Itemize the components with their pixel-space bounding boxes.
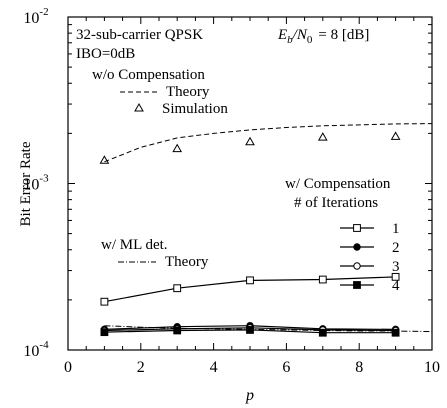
simulation-point bbox=[390, 131, 401, 140]
x-tick-label: 0 bbox=[64, 359, 72, 376]
system-annotation: 32-sub-carrier QPSK bbox=[76, 27, 203, 43]
legend-theory-label: Theory bbox=[166, 84, 210, 100]
x-tick-label: 8 bbox=[355, 359, 363, 376]
iteration-legend-label: 2 bbox=[392, 240, 400, 256]
iteration-point bbox=[318, 328, 327, 337]
legend-simulation-label: Simulation bbox=[162, 101, 228, 117]
x-tick-label: 10 bbox=[424, 359, 440, 376]
iteration-point bbox=[391, 328, 400, 337]
iteration-legend-marker bbox=[353, 281, 361, 289]
x-axis-label: p bbox=[245, 387, 254, 404]
x-tick-labels: 0 2 4 6 8 10 bbox=[64, 359, 440, 376]
simulation-point bbox=[317, 132, 328, 141]
iteration-point bbox=[100, 297, 109, 306]
iteration-point bbox=[100, 328, 109, 337]
iteration-legend-marker bbox=[353, 243, 361, 251]
series-0 bbox=[104, 123, 433, 163]
x-tick-label: 6 bbox=[282, 359, 290, 376]
iteration-point bbox=[246, 276, 254, 285]
simulation-point bbox=[245, 136, 255, 146]
iteration-point bbox=[246, 326, 254, 334]
y-tick-label: 10-3 bbox=[23, 173, 49, 194]
ebn0-annotation: Eb/N0 = 8 [dB] bbox=[277, 27, 369, 46]
axis-ticks bbox=[67, 17, 433, 351]
iteration-legend-label: 1 bbox=[392, 221, 400, 237]
iteration-point bbox=[173, 284, 182, 293]
series-1 bbox=[99, 131, 401, 164]
y-tick-label: 10-2 bbox=[23, 6, 48, 27]
iterations-label: # of Iterations bbox=[294, 195, 378, 211]
x-tick-label: 4 bbox=[210, 359, 218, 376]
x-tick-label: 2 bbox=[137, 359, 145, 376]
ibo-annotation: IBO=0dB bbox=[76, 46, 135, 62]
iteration-legend-marker bbox=[353, 224, 361, 232]
theory-dashed-line bbox=[104, 123, 433, 163]
y-tick-labels: 10-2 10-3 10-4 bbox=[23, 6, 49, 360]
legend-ml-theory-label: Theory bbox=[165, 254, 209, 270]
iterations-legend: 1 2 3 4 bbox=[340, 221, 400, 294]
ml-det-label: w/ ML det. bbox=[101, 237, 168, 253]
iteration-legend-label: 3 bbox=[392, 259, 400, 275]
wo-compensation-label: w/o Compensation bbox=[92, 67, 205, 83]
series-2 bbox=[100, 272, 400, 306]
iteration-point bbox=[318, 275, 327, 284]
simulation-point bbox=[172, 143, 183, 153]
y-tick-label: 10-4 bbox=[23, 339, 49, 360]
w-compensation-label: w/ Compensation bbox=[285, 176, 391, 192]
iteration-legend-marker bbox=[353, 262, 361, 270]
iteration-point bbox=[173, 326, 182, 335]
series-layer bbox=[99, 123, 433, 337]
iteration-point bbox=[391, 272, 400, 281]
y-axis-label: Bit Error Rate bbox=[18, 141, 34, 226]
iteration-legend-label: 4 bbox=[392, 278, 400, 294]
legend-simulation-marker bbox=[134, 102, 144, 112]
simulation-point bbox=[99, 155, 110, 164]
